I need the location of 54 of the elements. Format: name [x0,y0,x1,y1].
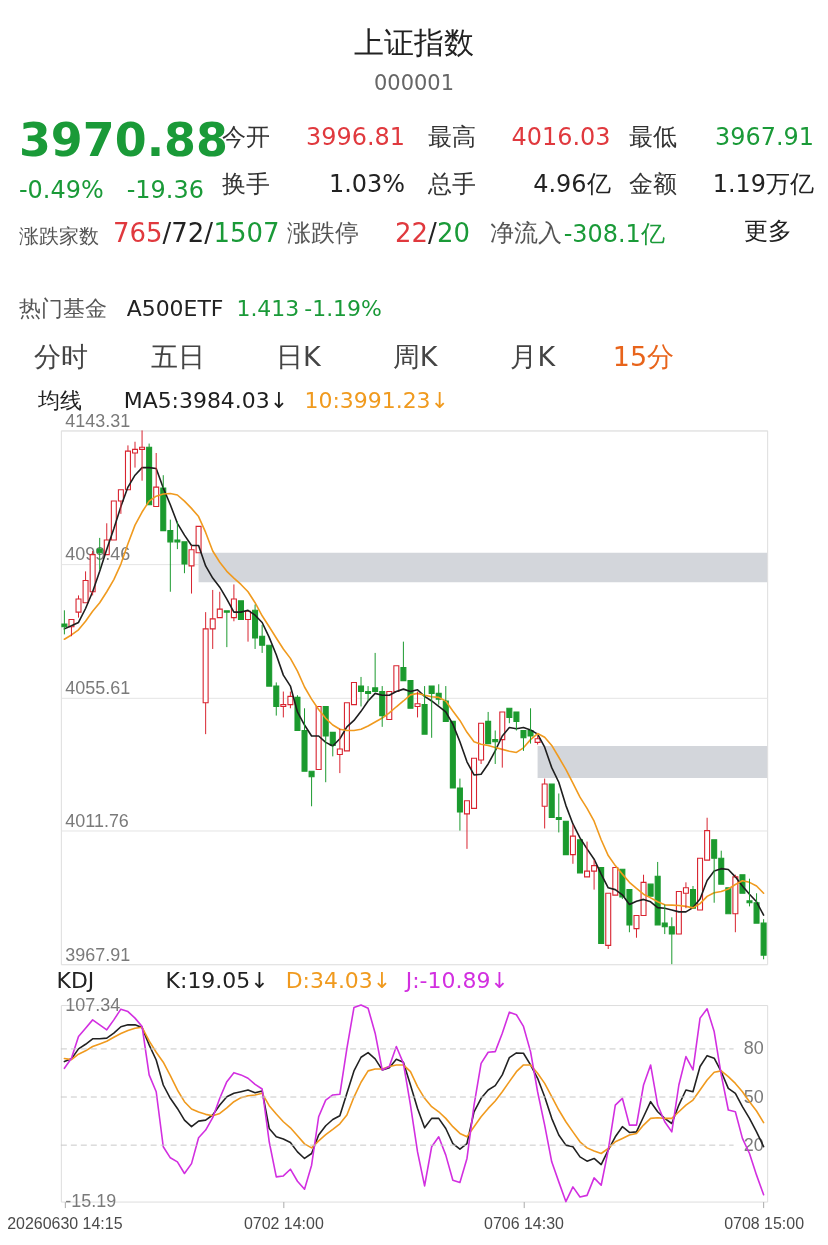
series-label: J:-10.89↓ [403,968,509,994]
series-label: K:19.05↓ [165,968,269,994]
text: 日K [275,340,322,372]
text: -1.19% [304,295,382,321]
text: 五日 [150,340,205,372]
text: 3996.81 [306,123,406,152]
text: 最高 [427,123,476,152]
text: 上证指数 [354,25,474,61]
y-tick-label: 4143.31 [65,410,131,431]
text: 000001 [374,71,454,96]
x-tick-label: 0706 14:30 [484,1215,565,1233]
text: 涨跌家数 [18,223,99,248]
y-tick-label: 3967.91 [65,944,131,965]
text: 换手 [222,170,271,199]
text: 总手 [426,170,476,199]
y-tick-label: 4055.61 [65,677,131,698]
text: 1.03% [328,170,406,199]
text: 涨跌停 [287,218,360,247]
text: -0.49% [18,176,104,205]
legend-title: 均线 [36,387,82,413]
y-tick-label: 107.34 [65,994,121,1015]
text: 1507 [213,217,280,248]
text: 15分 [612,340,675,372]
text: 22 [394,217,428,248]
text: / [427,217,437,248]
text: 1.19万亿 [712,170,815,199]
y-tick-label: 4011.76 [65,811,129,832]
text: 20 [436,217,470,248]
legend-title: KDJ [56,968,95,994]
text: 更多 [744,216,793,245]
y-tick-label: -15.19 [65,1191,117,1212]
text: A500ETF [126,295,224,321]
text: 1.413 [236,295,300,321]
text: -308.1亿 [563,219,665,248]
text: 3967.91 [715,123,815,152]
text: 4016.03 [511,123,611,152]
text: 热门基金 [18,295,107,321]
y2-tick-label: 80 [743,1038,764,1059]
x-tick-label: 0702 14:00 [243,1215,324,1233]
text: 金额 [629,170,678,199]
text: 周K [392,340,439,372]
text: 10:3991.23↓ [304,387,449,413]
text: 4.96亿 [533,170,611,199]
text: 分时 [33,340,88,372]
text: D:34.03↓ [285,968,392,994]
x-tick-label: 0708 15:00 [724,1215,805,1233]
text: MA5:3984.03↓ [123,387,289,413]
text: /72/ [162,217,214,248]
text: -19.36 [126,176,204,205]
x-tick-label: 20260630 14:15 [7,1215,123,1233]
text: 最低 [629,123,678,152]
text: 月K [510,340,557,372]
text: 765 [113,217,163,248]
text: 净流入 [489,218,562,247]
